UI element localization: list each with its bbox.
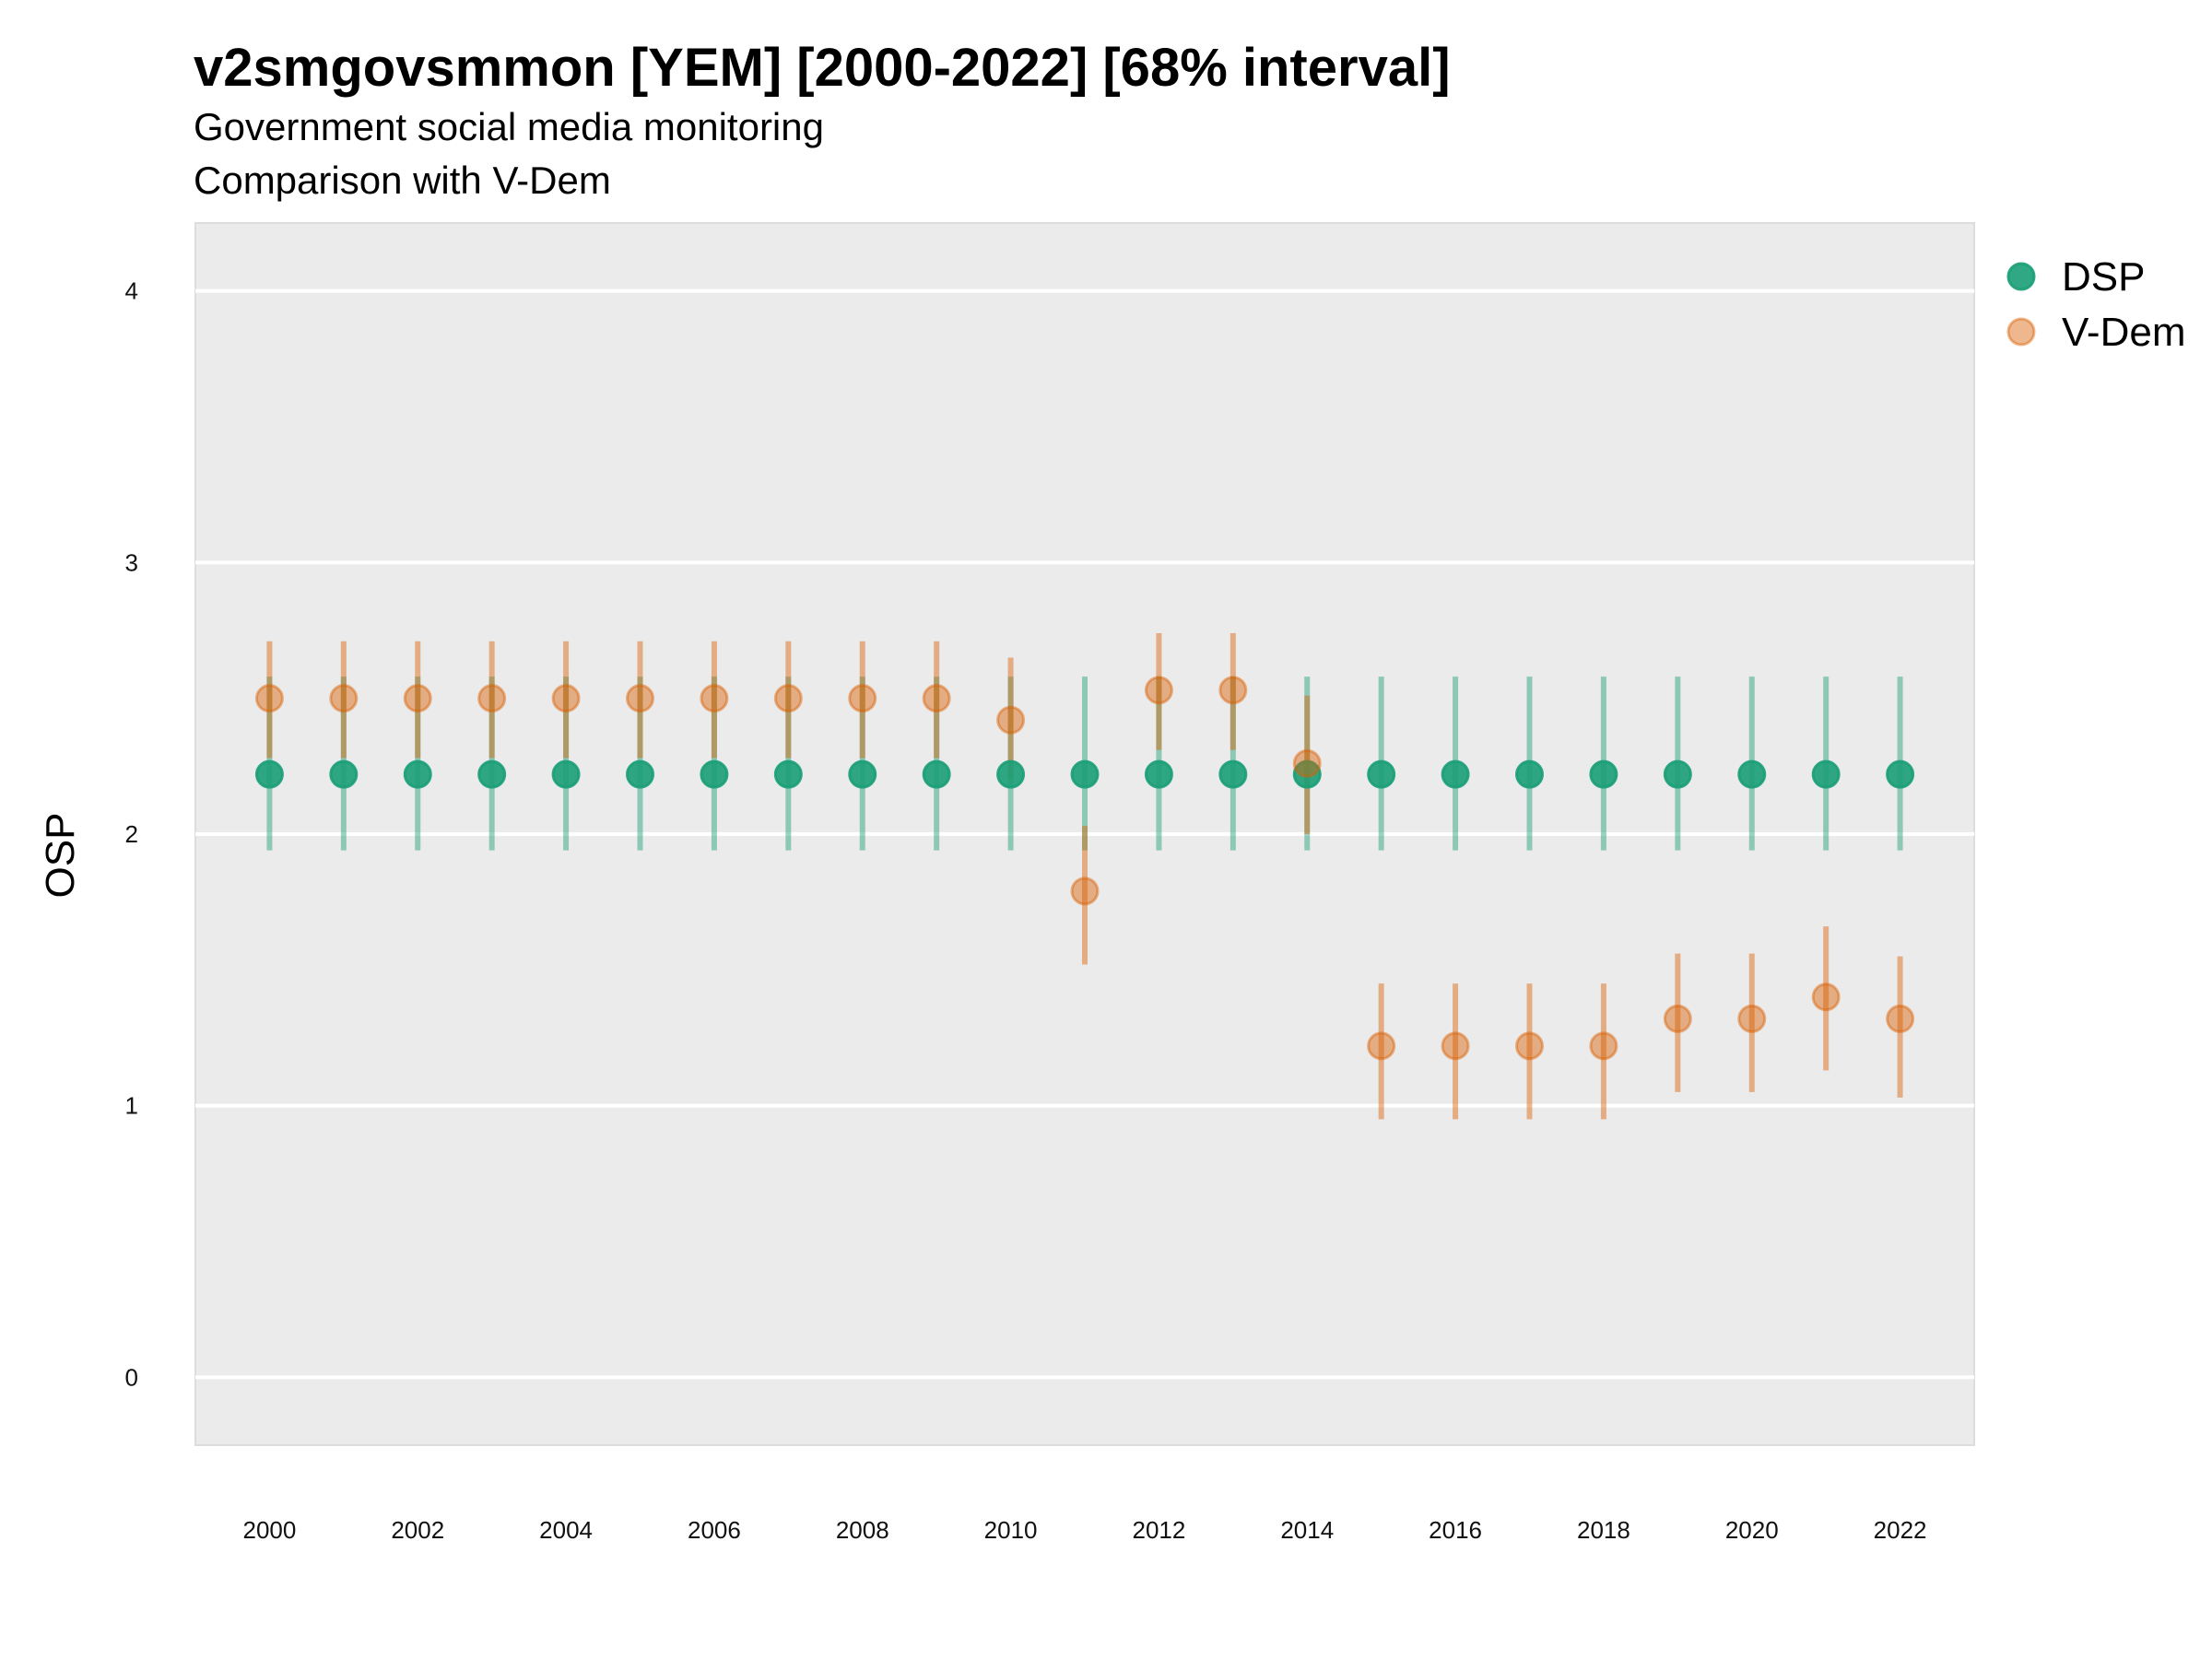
x-tick-label: 2022: [1874, 1516, 1927, 1544]
dsp-point: [1515, 759, 1544, 789]
x-tick-label: 2008: [836, 1516, 889, 1544]
chart-subtitle-line-2: Comparison with V-Dem: [194, 159, 611, 202]
vdem-point: [1589, 1031, 1618, 1061]
y-tick-label: 1: [125, 1092, 138, 1120]
y-tick-labels: 0 1 2 3 4: [125, 277, 138, 1392]
data-points: [254, 676, 1915, 1061]
dsp-point: [1886, 759, 1915, 789]
x-tick-label: 2020: [1725, 1516, 1779, 1544]
vdem-point: [996, 705, 1026, 735]
x-tick-label: 2012: [1132, 1516, 1185, 1544]
dsp-point: [848, 759, 877, 789]
vdem-point: [1663, 1004, 1692, 1033]
legend-marker-dsp: [2006, 262, 2036, 291]
x-tick-label: 2010: [984, 1516, 1038, 1544]
dsp-point: [551, 759, 581, 789]
vdem-point: [773, 684, 803, 713]
legend-marker-vdem: [2006, 317, 2036, 347]
legend: DSP V-Dem: [2006, 254, 2185, 355]
vdem-point: [1737, 1004, 1767, 1033]
x-tick-label: 2014: [1280, 1516, 1334, 1544]
x-tick-label: 2004: [539, 1516, 593, 1544]
dsp-point: [1367, 759, 1396, 789]
x-tick-label: 2006: [688, 1516, 741, 1544]
vdem-point: [1886, 1004, 1915, 1033]
dsp-point: [922, 759, 951, 789]
dsp-point: [626, 759, 654, 789]
dsp-point: [1218, 759, 1248, 789]
x-tick-label: 2018: [1577, 1516, 1630, 1544]
grid-lines: [195, 288, 1974, 1380]
x-tick-label: 2000: [242, 1516, 296, 1544]
chart-title: v2smgovsmmon [YEM] [2000-2022] [68% inte…: [194, 38, 1451, 98]
dsp-point: [1441, 759, 1470, 789]
vdem-point: [329, 684, 359, 713]
vdem-point: [1441, 1031, 1470, 1061]
dsp-point: [773, 759, 803, 789]
vdem-point: [848, 684, 877, 713]
vdem-point: [1367, 1031, 1396, 1061]
dsp-point: [1811, 759, 1841, 789]
chart-subtitle-line-1: Government social media monitoring: [194, 105, 824, 148]
dsp-point: [329, 759, 359, 789]
y-axis-title: OSP: [38, 813, 83, 899]
y-tick-label: 2: [125, 820, 138, 848]
dsp-point: [996, 759, 1026, 789]
vdem-point: [1515, 1031, 1544, 1061]
vdem-point: [1070, 877, 1100, 906]
dsp-point: [477, 759, 507, 789]
y-tick-label: 4: [125, 277, 138, 305]
x-tick-label: 2002: [391, 1516, 444, 1544]
vdem-point: [922, 684, 951, 713]
legend-label-vdem: V-Dem: [2062, 310, 2185, 355]
dsp-point: [1144, 759, 1173, 789]
y-tick-label: 0: [125, 1363, 138, 1391]
vdem-point: [551, 684, 581, 713]
x-tick-labels: 2000 2002 2004 2006 2008 2010 2012 2014 2016 2018…: [242, 1516, 1926, 1544]
vdem-point: [1144, 676, 1173, 705]
vdem-point: [700, 684, 729, 713]
dsp-point: [1663, 759, 1692, 789]
dsp-point: [700, 759, 729, 789]
dsp-point: [1589, 759, 1618, 789]
vdem-point: [477, 684, 507, 713]
dsp-point: [1070, 759, 1100, 789]
vdem-point: [1292, 748, 1322, 778]
dsp-point: [1737, 759, 1767, 789]
y-tick-label: 3: [125, 548, 138, 576]
vdem-point: [403, 684, 432, 713]
vdem-point: [1811, 982, 1841, 1012]
vdem-point: [1218, 676, 1248, 705]
legend-label-dsp: DSP: [2062, 254, 2145, 300]
vdem-point: [254, 684, 284, 713]
vdem-point: [626, 684, 654, 713]
dsp-point: [254, 759, 284, 789]
x-tick-label: 2016: [1429, 1516, 1482, 1544]
dsp-point: [1292, 759, 1322, 789]
dsp-point: [403, 759, 432, 789]
